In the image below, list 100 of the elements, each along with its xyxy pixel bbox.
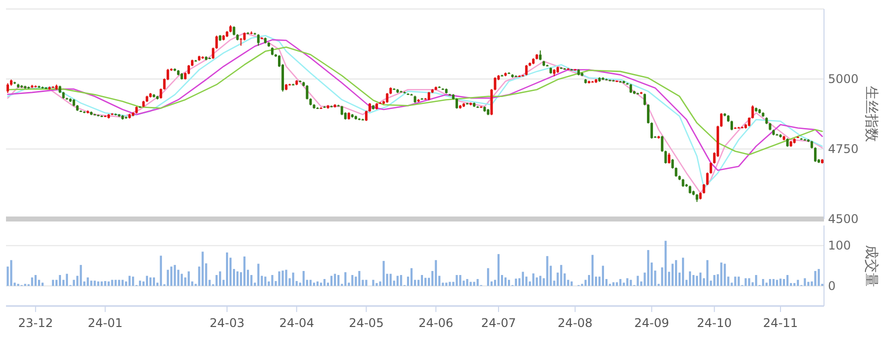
line-series	[7, 46, 823, 156]
y-tick-label: 100	[828, 238, 851, 253]
x-tick-label: 24-01	[88, 316, 123, 330]
bar	[42, 282, 44, 286]
bar	[132, 276, 134, 286]
bar	[108, 281, 110, 286]
bar	[626, 278, 628, 286]
bar	[302, 270, 305, 286]
bar	[382, 260, 385, 286]
bar	[202, 252, 204, 286]
candlestick	[456, 98, 458, 110]
y-tick-label: 5000	[828, 72, 859, 86]
candlestick	[340, 105, 344, 116]
candlestick	[668, 152, 670, 164]
bar	[180, 274, 183, 286]
bar	[532, 273, 534, 286]
bar	[410, 268, 413, 286]
bar	[807, 282, 810, 286]
bar	[323, 279, 326, 286]
bar	[713, 275, 716, 286]
x-tick-label: 24-09	[634, 316, 670, 330]
bar	[766, 282, 768, 286]
bar	[688, 271, 692, 286]
bar	[476, 279, 479, 286]
y-axis-title: 成交量	[863, 244, 879, 287]
bar	[128, 276, 131, 286]
x-tick-label: 24-03	[210, 316, 244, 330]
bar	[52, 280, 54, 286]
x-tick-label: 24-07	[481, 316, 516, 330]
bar	[188, 271, 190, 286]
bar	[282, 270, 284, 286]
bar	[696, 276, 698, 286]
bar	[111, 280, 114, 286]
bar	[31, 277, 34, 286]
bar	[539, 276, 542, 286]
bar	[420, 275, 424, 286]
bar	[560, 264, 562, 286]
bar	[97, 281, 100, 286]
bar	[772, 279, 775, 286]
bar	[612, 282, 614, 286]
bar	[424, 278, 426, 286]
bar	[94, 280, 96, 286]
bar	[522, 272, 524, 286]
x-tick-label: 24-05	[348, 316, 384, 330]
bar	[497, 254, 500, 286]
bar	[487, 268, 490, 286]
candlestick	[257, 34, 260, 46]
bar	[473, 282, 476, 286]
bar	[744, 278, 747, 286]
bar	[337, 275, 340, 286]
bar	[536, 277, 538, 286]
bar	[122, 280, 124, 286]
bar	[149, 277, 152, 286]
bar	[372, 280, 374, 286]
bar	[310, 280, 312, 286]
bar	[316, 281, 319, 286]
x-tick-label: 24-08	[558, 316, 593, 330]
bar	[100, 281, 103, 286]
bar	[80, 264, 82, 286]
bar	[243, 256, 246, 286]
bar	[152, 277, 155, 286]
bar	[796, 280, 799, 286]
bar	[675, 260, 678, 286]
y-tick-label: 4500	[828, 212, 859, 226]
bar	[779, 278, 782, 286]
bar	[216, 275, 218, 286]
bar	[570, 281, 573, 286]
x-tick-label: 23-12	[18, 316, 54, 330]
bar	[814, 270, 816, 286]
bar	[769, 279, 772, 286]
bar	[630, 280, 632, 286]
bar	[619, 279, 622, 286]
y-tick-label: 4750	[828, 142, 859, 156]
bar	[344, 272, 346, 286]
bar	[786, 275, 788, 286]
bar	[762, 279, 764, 286]
bar	[104, 281, 106, 286]
bar	[166, 270, 169, 286]
bar	[257, 264, 260, 286]
bar	[313, 282, 316, 286]
bar	[271, 275, 274, 286]
bar	[602, 266, 604, 286]
bar	[706, 260, 708, 286]
bar	[86, 277, 89, 286]
bar	[755, 275, 758, 286]
bar	[264, 276, 266, 286]
bar	[146, 276, 148, 286]
x-tick-label: 24-11	[763, 316, 798, 330]
bar	[400, 275, 402, 286]
bar	[334, 274, 336, 286]
bar	[448, 282, 451, 286]
bar	[738, 276, 740, 286]
bar	[692, 275, 695, 286]
bar	[10, 260, 12, 286]
bar	[724, 264, 726, 286]
bar	[804, 278, 806, 286]
candlestick	[6, 82, 9, 94]
bar	[226, 252, 228, 286]
bar	[160, 256, 162, 286]
x-tick-label: 24-06	[418, 316, 454, 330]
